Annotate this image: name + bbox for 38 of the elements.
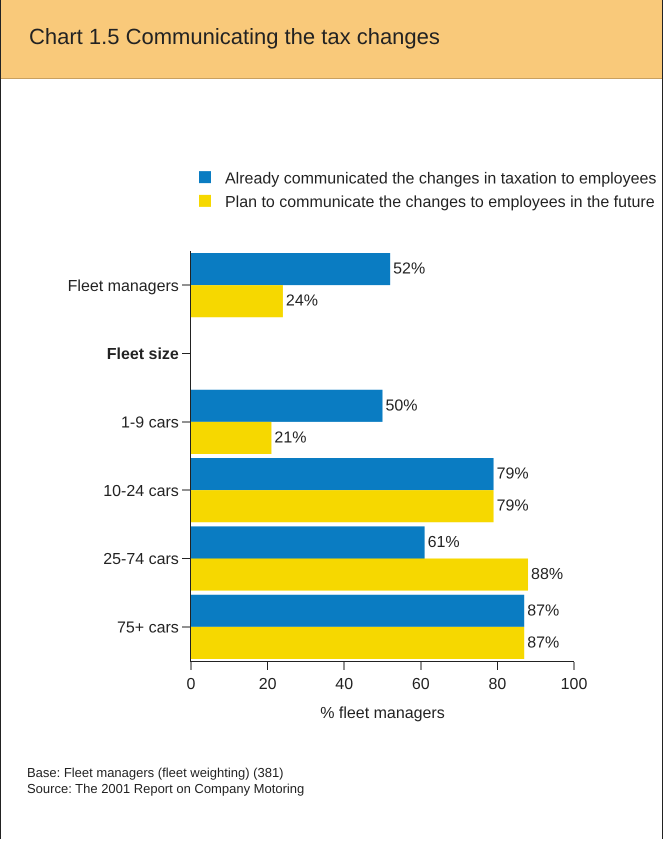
y-tick-label: 75+ cars (116, 619, 179, 636)
bar (191, 490, 494, 522)
bar (191, 253, 390, 286)
legend-label: Already communicated the changes in taxation to employees (225, 170, 656, 188)
x-tick-label: 60 (412, 676, 430, 694)
source-note: Source: The 2001 Report on Company Motoring (27, 781, 304, 797)
data-label: 61% (428, 534, 460, 551)
data-label: 24% (286, 292, 318, 310)
y-tick-label: Fleet size (106, 346, 179, 364)
bar (191, 285, 283, 318)
bar (191, 458, 494, 490)
x-axis-title: % fleet managers (320, 704, 445, 722)
data-label: 87% (527, 634, 560, 652)
data-label: 52% (393, 260, 426, 278)
x-tick-label: 20 (258, 676, 277, 694)
x-tick-label: 40 (335, 676, 354, 694)
bar (191, 594, 524, 627)
text: Base: Fleet managers (fleet weighting) (381) (27, 765, 285, 781)
y-tick-label: 1-9 cars (121, 414, 179, 432)
bar (191, 422, 272, 454)
data-label: 87% (527, 602, 560, 620)
data-label: 50% (386, 397, 418, 414)
data-label: 79% (496, 498, 529, 515)
x-tick-label: 80 (488, 676, 506, 694)
bar (191, 390, 382, 422)
y-tick-label: Fleet managers (68, 278, 179, 295)
x-tick-label: 100 (560, 676, 588, 694)
bar (191, 626, 524, 659)
data-label: 88% (531, 566, 564, 584)
y-tick-label: 25-74 cars (103, 551, 179, 568)
legend-label: Plan to communicate the changes to employees in the future (225, 194, 655, 212)
y-tick-label: 10-24 cars (103, 482, 179, 500)
chart-title: Chart 1.5 Communicating the tax changes (1, 0, 662, 79)
bar (191, 558, 528, 591)
data-label: 21% (274, 429, 306, 446)
x-tick-label: 0 (186, 676, 196, 694)
data-label: 79% (496, 466, 529, 483)
bar (191, 526, 425, 558)
